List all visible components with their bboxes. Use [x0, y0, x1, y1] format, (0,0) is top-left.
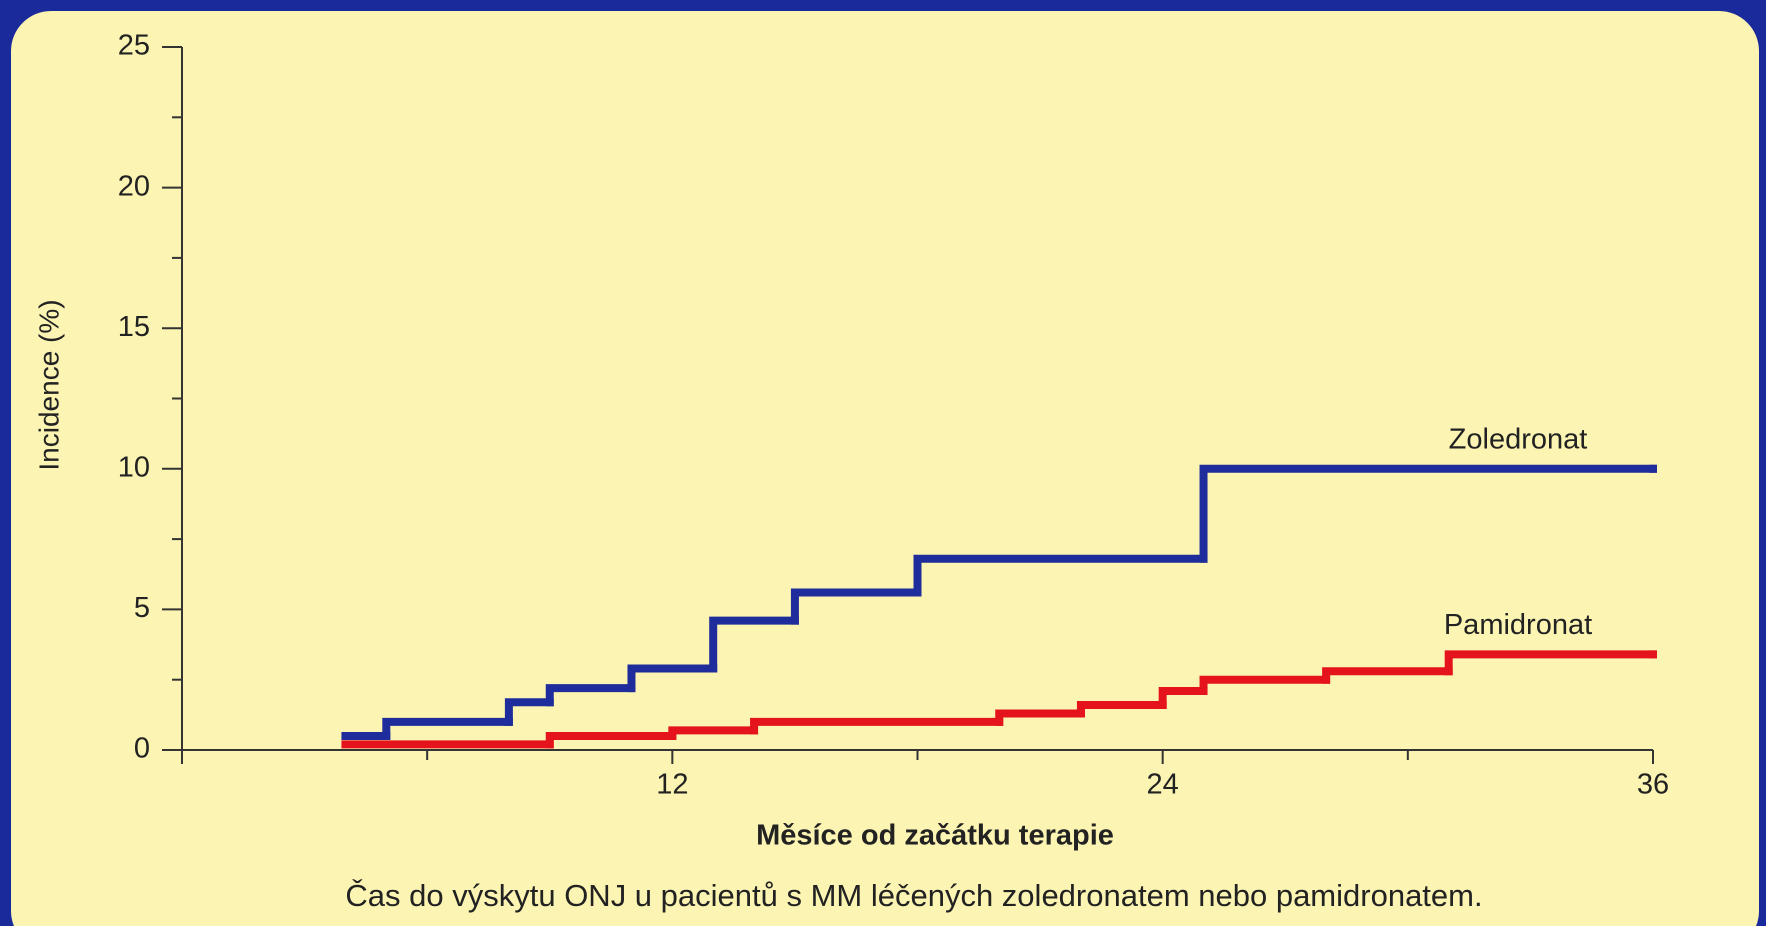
step-segment — [1199, 464, 1657, 563]
x-axis-label: Měsíce od začátku terapie — [756, 820, 1114, 852]
step-segment — [627, 664, 718, 693]
step-segment — [1199, 675, 1331, 695]
step-segment — [545, 684, 636, 707]
step-segment — [995, 709, 1085, 726]
x-tick-label: 36 — [1637, 769, 1669, 801]
y-tick-label: 25 — [118, 30, 150, 62]
step-segment — [790, 588, 922, 625]
y-tick-label: 20 — [118, 170, 150, 202]
step-segment — [913, 554, 1208, 597]
step-segment — [1322, 667, 1453, 684]
step-segment — [1076, 701, 1167, 718]
y-tick-label: 10 — [118, 451, 150, 483]
y-axis-label: Incidence (%) — [33, 299, 64, 470]
y-tick-label: 0 — [134, 733, 150, 765]
step-segment — [668, 726, 759, 740]
y-tick-label: 5 — [134, 592, 150, 624]
x-tick-label: 24 — [1147, 769, 1179, 801]
series-label: Pamidronat — [1444, 609, 1592, 641]
step-segment — [750, 717, 1004, 735]
x-tick-label: 12 — [656, 769, 688, 801]
step-segment — [1158, 686, 1208, 710]
step-segment — [1444, 650, 1657, 676]
step-segment — [709, 616, 799, 673]
panel — [11, 11, 1759, 926]
y-tick-label: 15 — [118, 311, 150, 343]
step-segment — [545, 731, 677, 749]
step-segment — [382, 717, 513, 740]
caption: Čas do výskytu ONJ u pacientů s MM léčen… — [345, 878, 1482, 913]
series-label: Zoledronat — [1449, 423, 1588, 455]
step-segment — [504, 698, 554, 726]
